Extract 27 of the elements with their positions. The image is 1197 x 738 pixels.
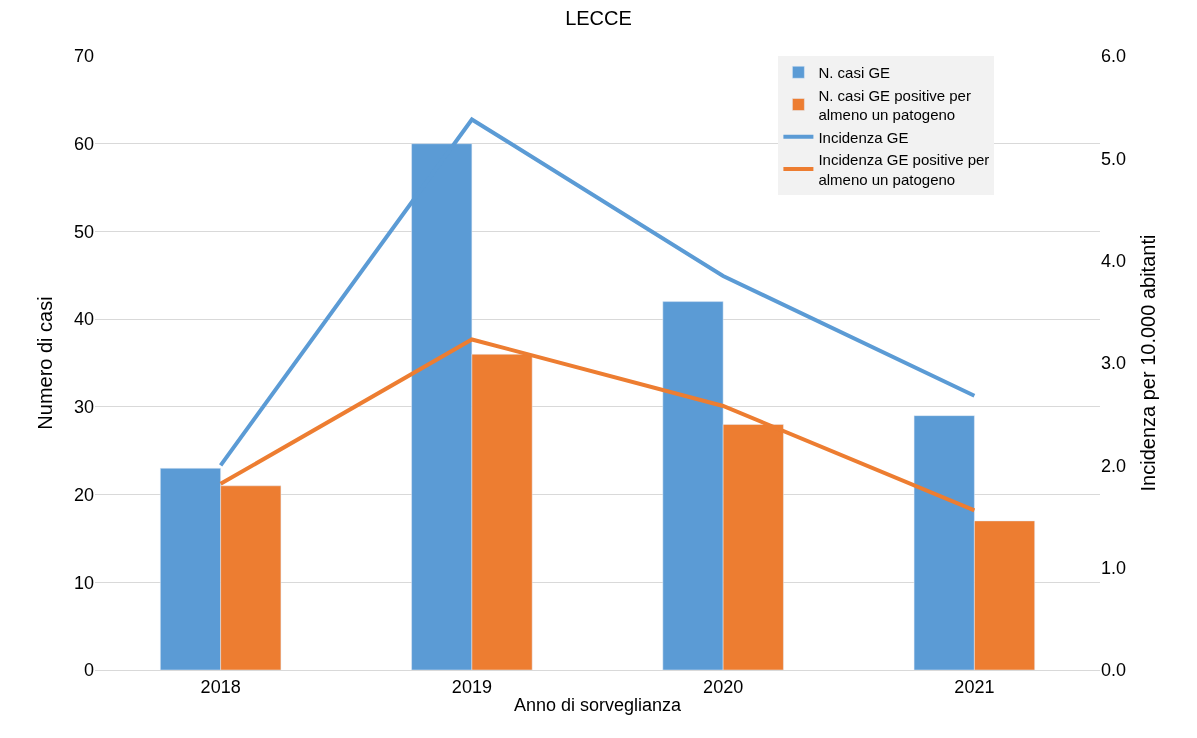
legend-label: N. casi GE positive per almeno un patogeno	[818, 86, 971, 124]
legend-label: Incidenza GE	[818, 128, 909, 146]
chart-title: LECCE	[565, 7, 632, 30]
x-tick-label: 2020	[703, 676, 744, 697]
y2-tick-label: 1.0	[1101, 557, 1127, 578]
y2-axis-title: Incidenza per 10.000 abitanti	[1136, 234, 1159, 492]
y2-tick-label: 0.0	[1101, 660, 1127, 681]
y-tick-label: 0	[83, 660, 94, 681]
y-tick-label: 60	[73, 134, 94, 155]
y2-tick-label: 3.0	[1101, 353, 1127, 374]
legend-label: N. casi GE	[818, 64, 891, 82]
y-tick-label: 50	[73, 221, 94, 242]
y-axis-title: Numero di casi	[34, 296, 57, 430]
x-axis-title: Anno di sorveglianza	[513, 694, 683, 715]
y2-tick-label: 6.0	[1101, 46, 1127, 67]
x-tick-label: 2019	[451, 676, 492, 697]
y2-tick-label: 4.0	[1101, 250, 1127, 271]
y2-tick-label: 5.0	[1101, 148, 1127, 169]
x-tick-label: 2018	[200, 676, 241, 697]
y2-tick-label: 2.0	[1101, 455, 1127, 476]
legend-label: Incidenza GE positive per almeno un patogeno	[818, 151, 990, 188]
y-tick-label: 20	[73, 484, 94, 505]
x-tick-label: 2021	[954, 676, 995, 697]
y-tick-label: 10	[73, 572, 94, 593]
y-tick-label: 70	[73, 46, 94, 67]
y-tick-label: 30	[73, 397, 94, 418]
y-tick-label: 40	[73, 309, 94, 330]
